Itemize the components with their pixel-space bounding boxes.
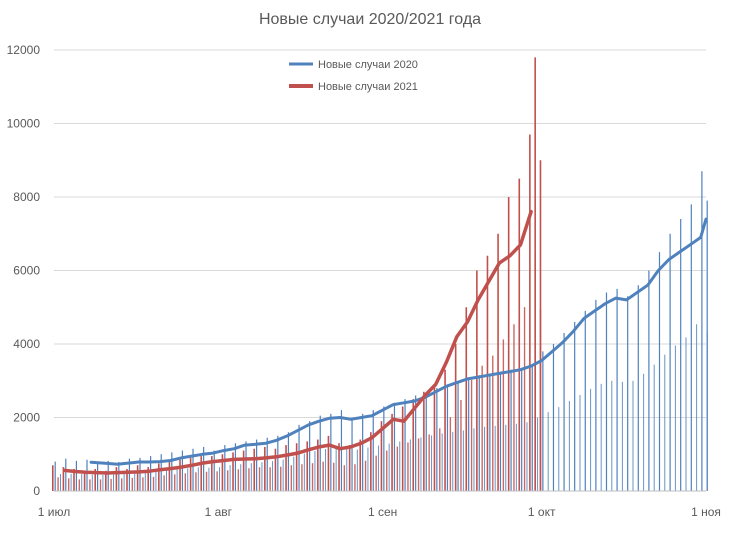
axes: 0 2000 4000 6000 8000 10000 12000 1 июл 1 авг 1 с… [7, 43, 721, 519]
x-tick-label: 1 сен [368, 505, 397, 519]
x-tick-label: 1 июл [38, 505, 70, 519]
x-tick-label: 1 окт [528, 505, 556, 519]
chart-title: Новые случаи 2020/2021 года [259, 11, 481, 28]
legend-label: Новые случаи 2020 [318, 59, 418, 71]
legend: Новые случаи 2020 Новые случаи 2021 [289, 59, 418, 93]
y-tick-label: 8000 [13, 190, 40, 204]
y-tick-label: 4000 [13, 337, 40, 351]
y-tick-label: 10000 [7, 117, 41, 131]
y-tick-label: 0 [33, 484, 40, 498]
x-tick-label: 1 авг [205, 505, 233, 519]
series-line-2 [62, 209, 533, 475]
y-tick-label: 6000 [13, 264, 40, 278]
lines [62, 209, 708, 475]
y-tick-label: 12000 [7, 43, 41, 57]
gridlines [54, 49, 706, 418]
series-line-1 [89, 217, 708, 466]
legend-label: Новые случаи 2021 [318, 81, 418, 93]
x-tick-label: 1 ноя [691, 505, 721, 519]
y-tick-label: 2000 [13, 411, 40, 425]
